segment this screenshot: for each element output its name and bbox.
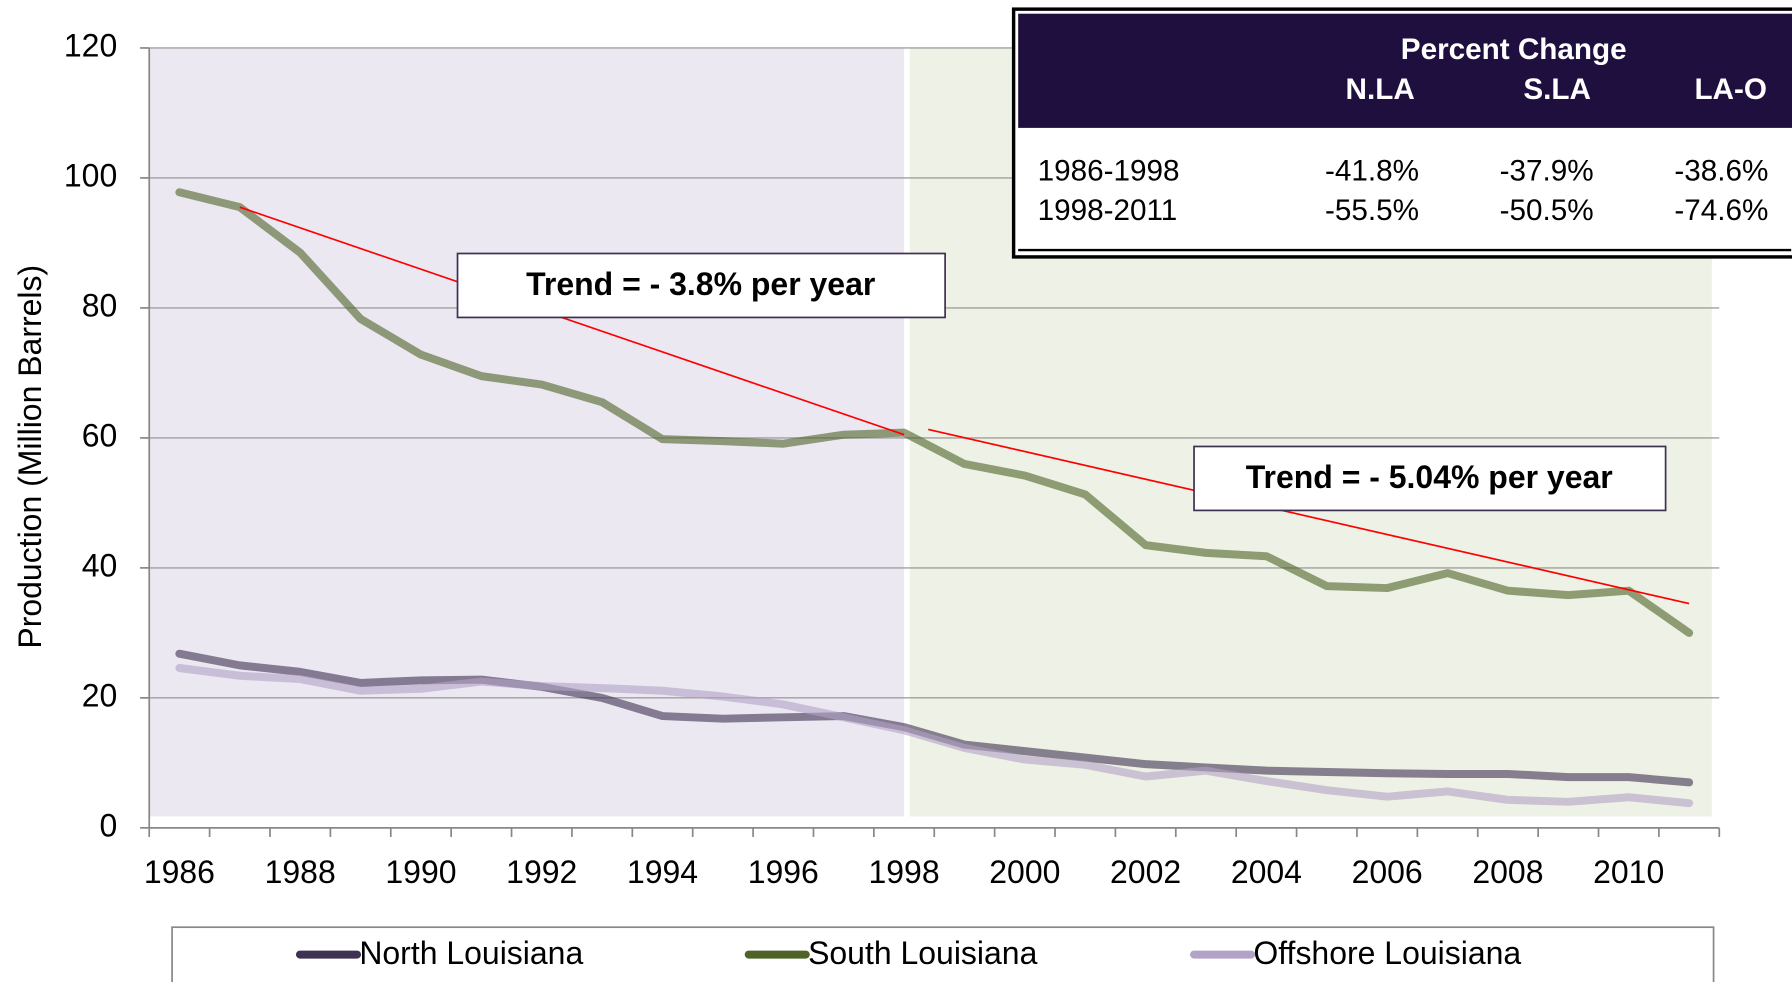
annotation: Trend = - 3.8% per year [526,266,875,302]
x-tick-label: 1988 [265,854,336,890]
trend-line [239,206,905,436]
x-tick-label: 2010 [1593,854,1664,890]
y-tick-label: 0 [99,807,117,843]
percent-change-table: Percent Change N.LA S.LA LA-O 1986-1998 … [1011,7,1792,259]
annotation-box [1193,445,1667,512]
legend-box [171,926,1715,982]
y-tick-label: 120 [64,27,117,63]
series-line [175,663,1694,808]
cell: -50.5% [1500,194,1594,227]
x-tick-label: 1992 [506,854,577,890]
y-axis-title: Production (Million Barrels) [12,265,48,649]
legend-label: Offshore Louisiana [1253,935,1521,971]
table-title: Percent Change [1401,33,1627,66]
y-tick-label: 80 [82,287,118,323]
annotation: Trend = - 5.04% per year [1246,459,1613,495]
x-tick-label: 1986 [144,854,215,890]
axes: 0 20 40 60 80 100 120 1986 1988 1990 1992 1994 1996 1… [64,27,1721,890]
x-tick-label: 1998 [868,854,939,890]
column-header: LA-O [1694,73,1767,106]
y-tick-label: 60 [82,417,118,453]
annotations: Trend = - 3.8% per year Trend = - 5.04% … [456,252,1667,512]
legend-label: North Louisiana [359,935,583,971]
y-tick-label: 40 [82,547,118,583]
cell: -74.6% [1674,194,1768,227]
legend: North Louisiana South Louisiana Offshore L… [171,926,1715,982]
period-shade [149,47,905,817]
x-tick-label: 2006 [1352,854,1423,890]
x-tick-label: 2008 [1472,854,1543,890]
cell: -37.9% [1500,154,1594,187]
trend-line [928,428,1690,605]
x-tick-label: 1994 [627,854,698,890]
column-header: S.LA [1523,73,1591,106]
table-header [1018,13,1792,128]
y-tick-label: 20 [82,677,118,713]
x-tick-label: 1990 [385,854,456,890]
series-line [175,188,1694,637]
annotation-box [456,252,946,319]
y-tick-label: 100 [64,157,117,193]
x-tick-label: 2004 [1231,854,1302,890]
cell: -41.8% [1325,154,1419,187]
legend-label: South Louisiana [808,935,1038,971]
row-label: 1998-2011 [1038,194,1178,227]
x-tick-label: 1996 [748,854,819,890]
cell: -55.5% [1325,194,1419,227]
row-label: 1986-1998 [1038,154,1180,187]
series-lines [175,188,1694,808]
column-header: N.LA [1346,73,1415,106]
x-tick-label: 2000 [989,854,1060,890]
cell: -38.6% [1674,154,1768,187]
x-tick-label: 2002 [1110,854,1181,890]
